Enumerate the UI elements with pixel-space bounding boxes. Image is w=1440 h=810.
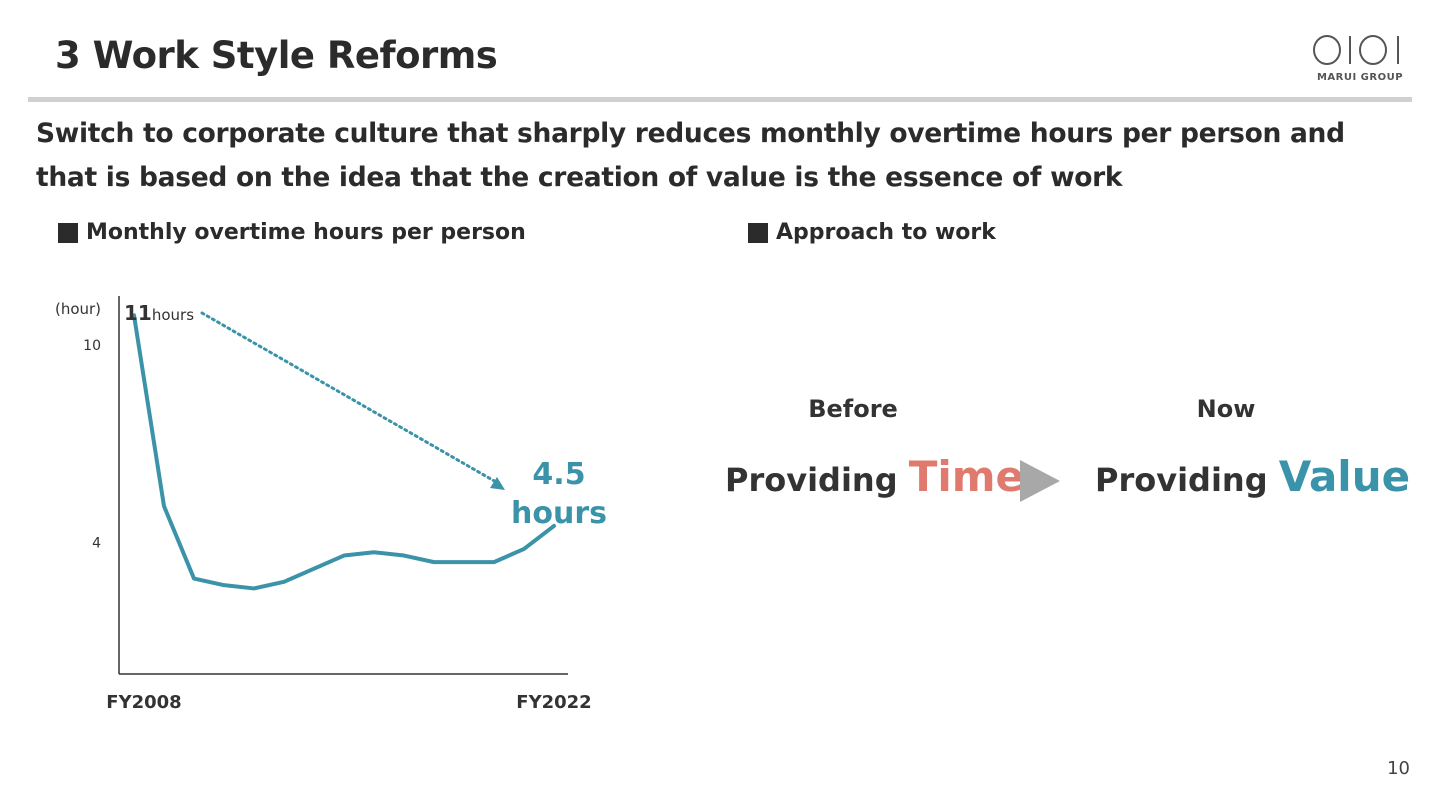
page-subtitle: Switch to corporate culture that sharply… — [36, 118, 1345, 193]
chart-section-heading: Monthly overtime hours per person — [58, 220, 526, 245]
trend-arrow-head-icon — [490, 477, 505, 490]
y-tick-label: 10 — [83, 338, 101, 354]
now-label: Now — [1196, 395, 1256, 423]
before-emphasis: Time — [908, 452, 1025, 501]
start-value-label: 11hours — [124, 301, 194, 325]
now-prefix: Providing — [1095, 461, 1279, 499]
overtime-series-line — [132, 313, 556, 591]
end-unit-label: hours — [511, 496, 607, 531]
approach-section-heading: Approach to work — [748, 220, 996, 245]
overtime-line-chart: (hour) 10 4 FY2008 FY2022 11hours 4.5 hours — [55, 296, 607, 713]
page-title: 3 Work Style Reforms — [55, 34, 498, 77]
square-bullet-icon — [748, 222, 768, 243]
header-divider — [28, 97, 1412, 102]
chart-section-label: Monthly overtime hours per person — [86, 220, 526, 245]
marui-logo-icon — [1313, 35, 1399, 65]
approach-section-label: Approach to work — [776, 220, 996, 245]
square-bullet-icon — [58, 222, 78, 243]
logo-wordmark: MARUI GROUP — [1316, 72, 1404, 83]
before-approach-text: Providing Time — [725, 452, 1024, 501]
y-tick-label: 4 — [92, 535, 101, 551]
end-value-label: 4.5 — [532, 457, 585, 492]
trend-arrow-line — [200, 311, 498, 484]
y-axis-label: (hour) — [55, 300, 101, 318]
before-prefix: Providing — [725, 461, 909, 499]
x-tick-label: FY2008 — [106, 692, 181, 713]
page-number: 10 — [1387, 758, 1410, 779]
before-label: Before — [808, 395, 898, 423]
now-approach-text: Providing Value — [1095, 452, 1410, 501]
right-arrow-icon — [1020, 460, 1060, 502]
now-emphasis: Value — [1278, 452, 1411, 501]
x-tick-label: FY2022 — [516, 692, 591, 713]
